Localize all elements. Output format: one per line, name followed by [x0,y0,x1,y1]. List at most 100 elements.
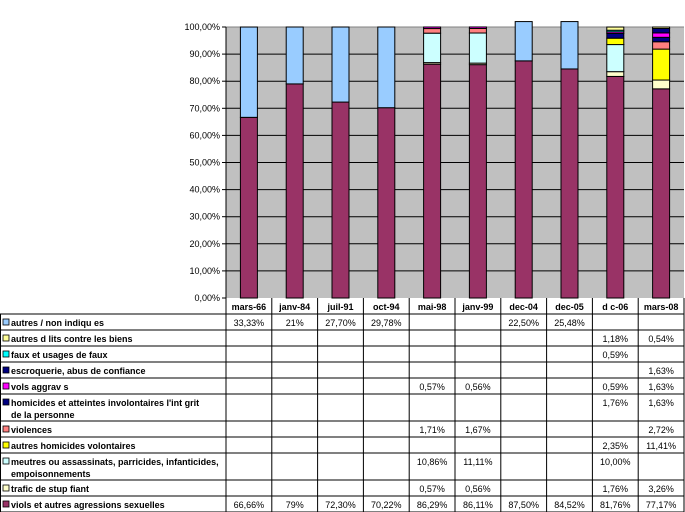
y-tick-label: 50,00% [189,158,220,168]
data-cell: 0,56% [465,484,491,494]
data-cell: 81,76% [600,500,631,510]
y-tick-label: 10,00% [189,266,220,276]
bar-segment [560,21,579,70]
bar-segment [606,71,625,77]
data-cell: 27,70% [325,318,356,328]
table-row: violences 1,71% 1,67% 2,72% [2,425,674,435]
bar-segment [606,37,625,46]
series-label: trafic de stup fiant [11,484,89,494]
bar-segment [606,26,625,31]
bar-segment [423,26,442,30]
y-tick-label: 90,00% [189,49,220,59]
data-cell: 66,66% [234,500,265,510]
bar-segment [606,44,625,73]
legend-key-icon [2,382,10,390]
bar-segment [514,60,533,299]
bar-segment [239,116,258,299]
data-cell: 0,57% [419,382,445,392]
legend-key-icon [2,350,10,358]
data-cell: 0,56% [465,382,491,392]
data-cell: 3,26% [648,484,674,494]
y-tick-label: 20,00% [189,239,220,249]
table-row: escroquerie, abus de confiance 1,63% [2,366,674,376]
data-cell: 86,11% [463,500,493,510]
y-axis: 0,00% 10,00% 20,00% 30,00% 40,00% 50,00% 60,00… [184,22,227,303]
bar-segment [652,32,671,38]
bar-segment [285,26,304,85]
bar-segment [377,26,396,109]
data-cell: 2,72% [648,425,674,435]
data-cell: 0,59% [603,350,629,360]
data-cell: 0,54% [648,334,674,344]
y-tick-label: 60,00% [189,130,220,140]
bar-segment [377,107,396,299]
data-cell: 21% [286,318,304,328]
table-row: trafic de stup fiant 0,57% 0,56% 1,76% 3,26% [2,484,674,494]
x-tick-label: oct-94 [373,302,400,312]
data-cell: 29,78% [371,318,402,328]
series-label: autres / non indiqu es [11,318,104,328]
y-tick-label: 80,00% [189,76,220,86]
table-row: autres / non indiqu es 33,33% 21% 27,70% 29,… [2,318,585,328]
bar-segment [652,48,671,81]
bar-segment [606,75,625,299]
x-tick-label: dec-04 [509,302,538,312]
bar-segment [652,79,671,90]
bar-segment [423,32,442,64]
bar-segment [652,27,671,34]
bar-segment [652,41,671,50]
data-cell: 25,48% [554,318,585,328]
data-cell: 2,35% [603,441,629,451]
x-tick-label: janv-84 [278,302,310,312]
table-row: autres d lits contre les biens 1,18% 0,54% [2,334,674,344]
legend-key-icon [2,500,10,508]
data-cell: 87,50% [508,500,539,510]
series-label: empoisonnements [11,469,91,479]
legend-key-icon [2,441,10,449]
data-cell: 1,71% [419,425,445,435]
x-tick-label: juil-91 [326,302,353,312]
series-label: meutres ou assassinats, parricides, infa… [11,457,219,467]
data-cell: 10,00% [600,457,631,467]
bar-segment [468,26,487,29]
legend-key-icon [2,457,10,465]
x-tick-label: mars-08 [644,302,679,312]
data-cell: 0,59% [603,382,629,392]
data-cell: 1,76% [603,484,629,494]
series-label: homicides et atteintes involontaires l'i… [11,398,199,408]
table-row: vols aggrav s 0,57% 0,56% 0,59% 1,63% [2,382,674,392]
data-cell: 1,63% [648,366,674,376]
data-cell: 72,30% [325,500,356,510]
table-row: viols et autres agressions sexuelles 66,6… [2,500,677,510]
x-tick-label: mai-98 [418,302,447,312]
bar-segment [560,68,579,299]
x-tick-label: dec-05 [555,302,584,312]
table-row: faux et usages de faux 0,59% [2,350,629,360]
data-cell: 79% [286,500,304,510]
x-tick-label: d c-06 [602,302,628,312]
data-cell: 11,11% [463,457,492,467]
y-tick-label: 100,00% [184,22,220,32]
legend-key-icon [2,398,10,406]
bar-segment [331,26,350,103]
bar-segment [239,26,258,118]
table-row: autres homicides volontaires 2,35% 11,41% [2,441,676,451]
x-tick-label: mars-66 [232,302,267,312]
legend-key-icon [2,334,10,342]
bars [239,21,671,299]
bar-segment [285,83,304,299]
data-cell: 11,41% [646,441,676,451]
bar-segment [652,26,671,29]
data-table: mars-66 janv-84 juil-91 oct-94 mai-98 janv-99… [0,298,685,512]
bar-segment [468,32,487,64]
y-tick-label: 70,00% [189,103,220,113]
data-cell: 10,86% [417,457,448,467]
data-cell: 0,57% [419,484,445,494]
series-label: escroquerie, abus de confiance [11,366,146,376]
legend-key-icon [2,318,10,326]
data-cell: 1,63% [648,382,674,392]
bar-segment [423,28,442,34]
data-cell: 77,17% [646,500,677,510]
table-row: meutres ou assassinats, parricides, infa… [2,457,631,479]
y-tick-label: 40,00% [189,185,220,195]
